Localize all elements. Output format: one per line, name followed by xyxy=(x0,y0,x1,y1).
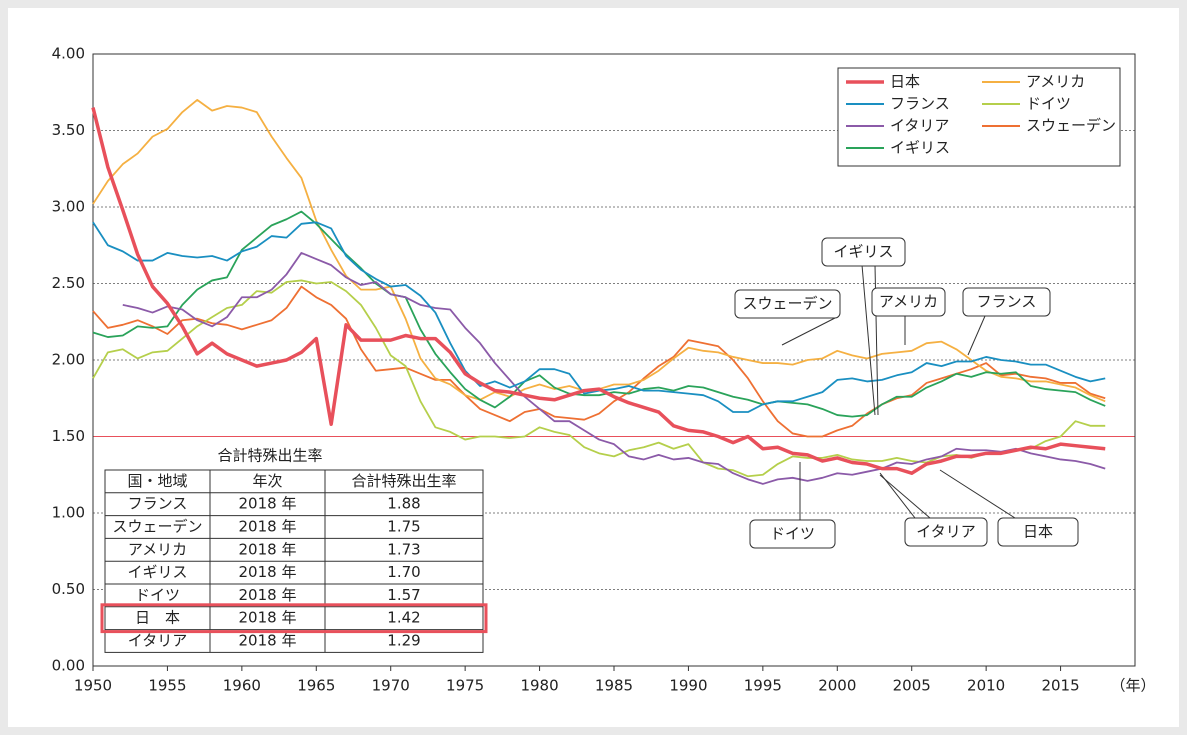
callout-pointer xyxy=(861,264,876,416)
table-cell: 2018 年 xyxy=(239,518,297,536)
callout-label: イギリス xyxy=(833,243,893,261)
table-cell: 2018 年 xyxy=(239,540,297,558)
table-highlight xyxy=(100,603,488,634)
table-cell: イタリア xyxy=(128,632,187,650)
table-cell: 合計特殊出生率 xyxy=(351,472,456,490)
y-tick-label: 3.00 xyxy=(52,198,85,216)
table-cell: 2018 年 xyxy=(239,495,297,513)
x-tick-label: 1970 xyxy=(372,677,410,695)
legend-label: アメリカ xyxy=(1026,73,1085,91)
x-tick-label: 1995 xyxy=(744,677,782,695)
y-tick-label: 0.00 xyxy=(52,657,85,675)
table-cell: 1.88 xyxy=(387,495,420,513)
y-tick-label: 1.50 xyxy=(52,427,85,445)
table-cell: 1.42 xyxy=(387,609,420,627)
table-cell: フランス xyxy=(128,495,188,513)
x-axis-label: （年） xyxy=(1110,677,1155,695)
plot-frame xyxy=(92,53,1136,667)
x-tick-label: 1960 xyxy=(223,677,261,695)
legend-label: イタリア xyxy=(890,117,949,135)
callout-label: 日本 xyxy=(1023,523,1053,541)
x-tick-label: 2000 xyxy=(818,677,856,695)
callout-label: フランス xyxy=(977,293,1037,311)
y-tick-label: 0.50 xyxy=(52,580,85,598)
series-line xyxy=(92,210,1106,418)
callout-label: ドイツ xyxy=(770,525,815,543)
callout-pointer xyxy=(967,315,986,356)
table-cell: ドイツ xyxy=(135,586,180,604)
callout-label: イタリア xyxy=(916,523,975,541)
table-cell: 2018 年 xyxy=(239,609,297,627)
table-cell: 年次 xyxy=(252,472,282,490)
x-tick-label: 2010 xyxy=(967,677,1005,695)
y-tick-label: 2.50 xyxy=(52,274,85,292)
series-line xyxy=(92,285,1106,438)
callout-pointer xyxy=(879,472,916,519)
callout-pointer xyxy=(781,317,836,346)
x-tick-label: 1990 xyxy=(669,677,707,695)
x-tick-label: 1950 xyxy=(74,677,112,695)
table-cell: 1.70 xyxy=(387,563,420,581)
callout-box xyxy=(749,519,836,549)
callout-box xyxy=(904,517,988,547)
table-cell: 1.73 xyxy=(387,540,420,558)
table-cell: イギリス xyxy=(127,563,187,581)
table-cell: 1.57 xyxy=(387,586,420,604)
x-tick-label: 1965 xyxy=(297,677,335,695)
y-tick-label: 3.50 xyxy=(52,121,85,139)
callout-box xyxy=(962,287,1051,317)
x-tick-label: 1980 xyxy=(520,677,558,695)
legend-label: フランス xyxy=(890,95,950,113)
legend-label: スウェーデン xyxy=(1026,117,1116,135)
series-line xyxy=(91,107,1106,475)
y-tick-label: 2.00 xyxy=(52,351,85,369)
x-tick-label: 2015 xyxy=(1041,677,1079,695)
y-tick-label: 1.00 xyxy=(52,504,85,522)
x-tick-label: 1955 xyxy=(148,677,186,695)
table-cell: 1.29 xyxy=(387,632,420,650)
table-cell: スウェーデン xyxy=(112,518,202,536)
x-tick-label: 2005 xyxy=(893,677,931,695)
table-cell: 2018 年 xyxy=(239,632,297,650)
callout-pointer xyxy=(879,474,931,519)
series-line xyxy=(92,279,1106,478)
legend-label: ドイツ xyxy=(1026,95,1071,113)
table-cell: 国・地域 xyxy=(127,472,187,490)
table-cell: 2018 年 xyxy=(239,563,297,581)
callout-label: アメリカ xyxy=(879,293,938,311)
callout-box xyxy=(871,287,946,317)
legend-label: 日本 xyxy=(890,73,920,91)
legend-label: イギリス xyxy=(890,139,950,157)
y-tick-label: 4.00 xyxy=(52,45,85,63)
x-tick-label: 1985 xyxy=(595,677,633,695)
callout-label: スウェーデン xyxy=(742,295,832,313)
table-cell: 1.75 xyxy=(387,518,420,536)
x-tick-label: 1975 xyxy=(446,677,484,695)
callout-box xyxy=(997,517,1079,547)
callout-box xyxy=(734,289,841,319)
callout-box xyxy=(821,237,906,267)
legend-box xyxy=(837,67,1121,167)
series-line xyxy=(122,252,1106,485)
table-cell: 2018 年 xyxy=(239,586,297,604)
table-title: 合計特殊出生率 xyxy=(217,447,322,465)
table-cell: 日 本 xyxy=(135,609,180,627)
callout-pointer xyxy=(939,469,1016,519)
table-cell: アメリカ xyxy=(128,540,187,558)
